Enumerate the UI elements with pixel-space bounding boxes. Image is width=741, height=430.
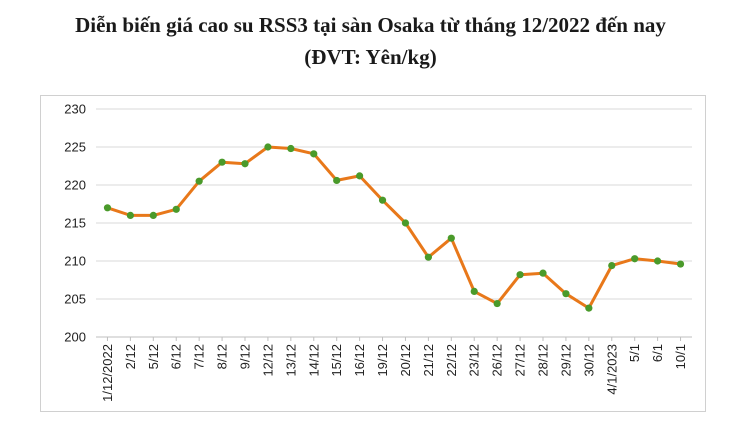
x-tick-label: 19/12 [375,344,390,377]
x-tick-label: 27/12 [513,344,528,377]
x-tick-label: 8/12 [215,344,230,369]
x-tick-label: 13/12 [283,344,298,377]
data-point-4 [195,177,203,185]
x-tick-label: 16/12 [352,344,367,377]
x-tick-label: 5/12 [146,344,161,369]
x-tick-label: 30/12 [581,344,596,377]
x-tick-label: 14/12 [306,344,321,377]
y-tick-label: 215 [64,216,86,231]
x-tick-label: 26/12 [490,344,505,377]
gridlines [96,108,692,338]
data-point-22 [608,261,616,270]
y-tick-label: 225 [64,140,86,155]
data-point-12 [378,196,387,204]
x-tick-label: 21/12 [421,344,436,377]
data-point-24 [654,257,662,265]
y-tick-label: 220 [64,178,86,193]
x-tick-label: 15/12 [329,344,344,377]
chart-title: Diễn biến giá cao su RSS3 tại sàn Osaka … [75,13,666,37]
data-point-13 [401,219,410,227]
x-tick-label: 20/12 [398,344,413,377]
data-point-11 [356,172,364,180]
data-point-1 [126,211,134,219]
x-tick-label: 10/1 [673,344,688,369]
data-point-6 [241,160,249,168]
x-tick-label: 2/12 [123,344,138,369]
data-point-0 [103,204,112,212]
data-point-7 [264,143,272,151]
x-axis-ticks: 1/12/2022 2/12 5/12 6/12 7/12 8/12 9/12 12/12 13… [100,337,688,402]
y-axis-ticks: 200 205 210 215 220 225 230 [64,102,86,345]
data-point-17 [493,299,501,308]
data-point-20 [562,290,570,298]
series-line [107,145,681,310]
data-point-21 [585,304,593,312]
x-tick-label: 6/12 [169,344,184,369]
y-tick-label: 210 [64,254,86,269]
x-tick-label: 28/12 [536,344,551,377]
data-point-23 [631,255,639,263]
price-series [103,143,685,312]
data-point-3 [172,205,180,213]
x-tick-label: 29/12 [558,344,573,377]
y-tick-label: 200 [64,330,86,345]
y-tick-label: 205 [64,292,86,307]
x-tick-label: 22/12 [444,344,459,377]
data-point-9 [310,150,318,158]
x-tick-label: 1/12/2022 [100,344,115,402]
data-point-2 [149,211,157,219]
chart-subtitle: (ĐVT: Yên/kg) [304,45,437,69]
x-tick-label: 9/12 [238,344,253,369]
data-point-10 [333,176,341,185]
data-point-25 [676,260,685,268]
chart-frame [40,95,706,412]
y-tick-label: 230 [64,102,86,117]
data-point-19 [539,269,547,277]
data-point-8 [287,144,295,153]
x-tick-label: 5/1 [627,344,642,362]
data-point-18 [516,271,524,279]
data-point-16 [470,287,478,295]
x-tick-label: 7/12 [192,344,207,369]
data-point-14 [424,253,432,261]
x-tick-label: 4/1/2023 [604,344,619,395]
x-tick-label: 6/1 [650,344,665,362]
x-tick-label: 23/12 [467,344,482,377]
x-tick-label: 12/12 [260,344,275,377]
data-point-5 [218,158,226,166]
data-point-15 [447,234,455,242]
